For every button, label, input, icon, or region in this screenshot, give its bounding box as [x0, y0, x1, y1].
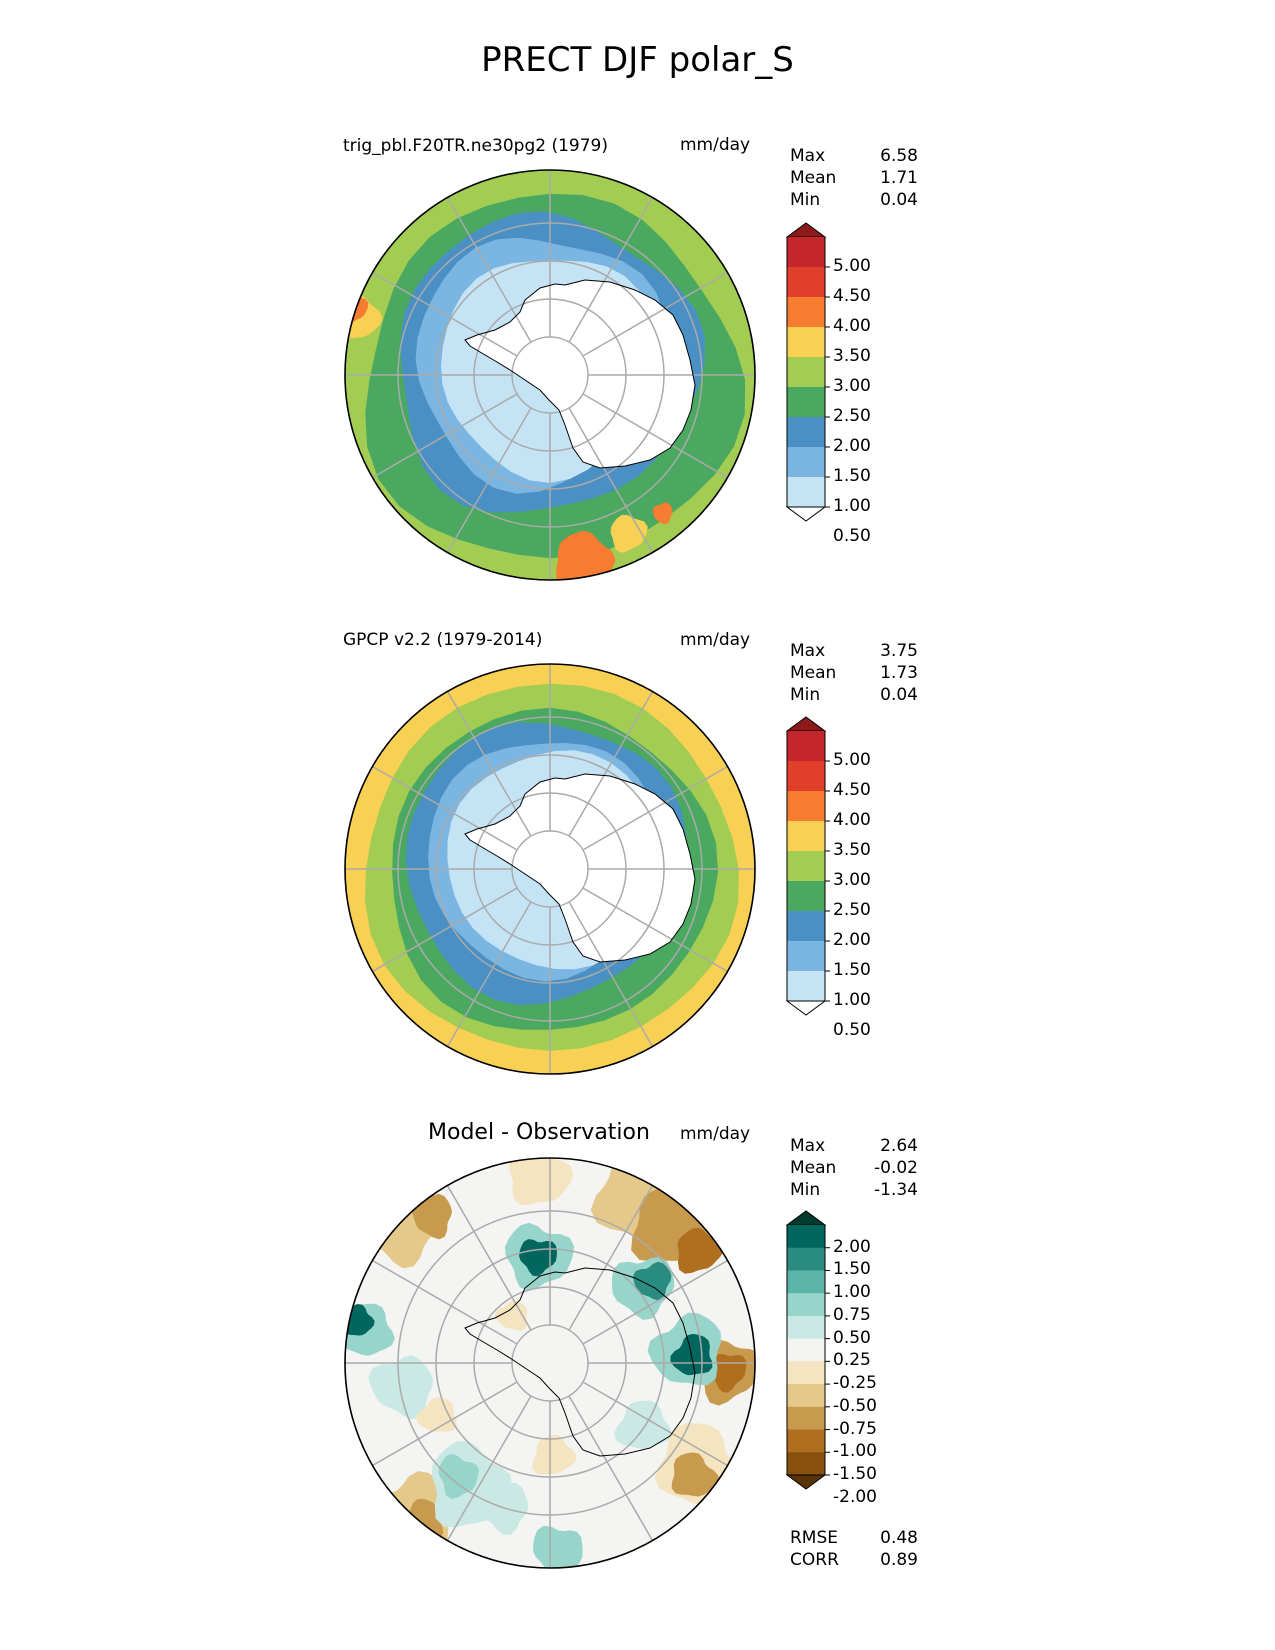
- colorbar-tick-label: 4.50: [833, 780, 871, 800]
- panel-title-test: trig_pbl.F20TR.ne30pg2 (1979): [343, 136, 608, 156]
- colorbar-tick-label: 1.00: [833, 990, 871, 1010]
- colorbar-tick-label: -0.50: [833, 1395, 877, 1416]
- stat-min-value: 0.04: [880, 685, 918, 705]
- rmse-value: 0.48: [880, 1528, 918, 1548]
- colorbar-tick-label: -1.50: [833, 1464, 877, 1484]
- figure-title: PRECT DJF polar_S: [481, 40, 794, 80]
- stat-min-value: 0.04: [880, 190, 918, 210]
- stat-min-value: -1.34: [874, 1180, 918, 1200]
- colorbar-test: [786, 222, 830, 522]
- colorbar-tick-label: -1.00: [833, 1441, 877, 1462]
- stat-min-label: Min: [790, 190, 821, 210]
- stat-min-label: Min: [790, 1180, 821, 1200]
- corr-label: CORR: [790, 1550, 839, 1570]
- units-label-reference: mm/day: [680, 630, 751, 650]
- colorbar-tick-label: 2.00: [833, 930, 871, 950]
- colorbar-tick-label: 1.50: [833, 1259, 871, 1280]
- polar-map-test: [344, 169, 756, 581]
- colorbar-tick-label: 0.50: [833, 1020, 871, 1040]
- colorbar-reference: [786, 716, 830, 1016]
- stat-mean-label: Mean: [790, 168, 837, 188]
- colorbar-tick-label: 2.00: [833, 436, 871, 456]
- stat-mean-value: 1.73: [880, 663, 918, 683]
- colorbar-tick-label: 0.50: [833, 1327, 871, 1348]
- colorbar-tick-label: 5.00: [833, 256, 871, 276]
- colorbar-tick-label: 2.50: [833, 900, 871, 920]
- colorbar-tick-label: 2.00: [833, 1236, 871, 1257]
- stat-max-value: 2.64: [880, 1136, 918, 1156]
- colorbar-tick-label: 0.50: [833, 526, 871, 546]
- colorbar-tick-label: 5.00: [833, 750, 871, 770]
- colorbar-tick-label: 4.50: [833, 286, 871, 306]
- stat-max-label: Max: [790, 146, 826, 166]
- colorbar-tick-label: -0.75: [833, 1418, 877, 1439]
- stat-max-value: 3.75: [880, 641, 918, 661]
- colorbar-tick-label: 3.00: [833, 870, 871, 890]
- stat-max-label: Max: [790, 1136, 826, 1156]
- colorbar-tick-label: 0.75: [833, 1304, 871, 1325]
- units-label-difference: mm/day: [680, 1124, 751, 1144]
- polar-map-reference: [344, 663, 756, 1075]
- rmse-label: RMSE: [790, 1528, 839, 1548]
- stat-max-value: 6.58: [880, 146, 918, 166]
- colorbar-tick-label: 4.00: [833, 810, 871, 830]
- colorbar-tick-label: 1.50: [833, 466, 871, 486]
- colorbar-tick-label: 0.25: [833, 1350, 871, 1371]
- stat-min-label: Min: [790, 685, 821, 705]
- units-label-test: mm/day: [680, 135, 751, 155]
- colorbar-tick-label: 4.00: [833, 316, 871, 336]
- colorbar-tick-label: -2.00: [833, 1486, 877, 1507]
- stat-mean-value: -0.02: [874, 1158, 918, 1178]
- panel-title-reference: GPCP v2.2 (1979-2014): [343, 630, 543, 650]
- colorbar-tick-label: 3.50: [833, 840, 871, 860]
- colorbar-tick-label: -0.25: [833, 1373, 877, 1394]
- polar-map-difference: [344, 1157, 756, 1569]
- colorbar-tick-label: 3.50: [833, 346, 871, 366]
- colorbar-tick-label: 2.50: [833, 406, 871, 426]
- colorbar-difference: [786, 1210, 830, 1490]
- stat-max-label: Max: [790, 641, 826, 661]
- stat-mean-label: Mean: [790, 663, 837, 683]
- corr-value: 0.89: [880, 1550, 918, 1570]
- panel-title-difference: Model - Observation: [428, 1120, 650, 1145]
- stat-mean-value: 1.71: [880, 168, 918, 188]
- colorbar-tick-label: 1.50: [833, 960, 871, 980]
- colorbar-tick-label: 3.00: [833, 376, 871, 396]
- colorbar-tick-label: 1.00: [833, 496, 871, 516]
- colorbar-tick-label: 1.00: [833, 1282, 871, 1303]
- stat-mean-label: Mean: [790, 1158, 837, 1178]
